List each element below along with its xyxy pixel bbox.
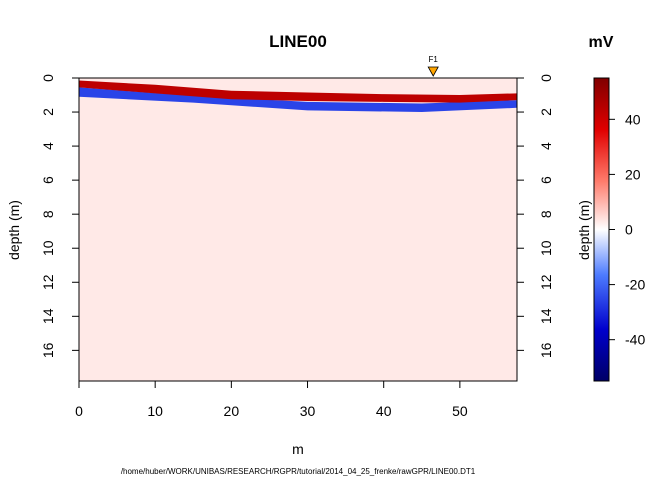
y-tick-label: 8	[40, 210, 56, 218]
y-tick-label: 0	[538, 74, 554, 82]
y-axis-left: 0 2 4 6 8 10 12 14 16	[40, 74, 80, 358]
y-tick-label: 0	[40, 74, 56, 82]
y-tick-label: 10	[538, 240, 554, 256]
y-tick-label: 4	[40, 142, 56, 150]
y-tick-label: 2	[40, 108, 56, 116]
y-tick-label: 12	[538, 274, 554, 290]
x-axis-label: m	[292, 441, 304, 457]
y-tick-label: 16	[40, 342, 56, 358]
colorbar-ticks: -40 -20 0 20 40	[609, 111, 645, 348]
y-tick-label: 14	[538, 308, 554, 324]
colorbar-tick-label: -20	[625, 277, 645, 293]
x-tick-label: 30	[300, 403, 316, 419]
y-tick-label: 12	[40, 274, 56, 290]
source-file-path: /home/huber/WORK/UNIBAS/RESEARCH/RGPR/tu…	[121, 467, 476, 476]
radargram-image	[79, 78, 517, 381]
y-tick-label: 2	[538, 108, 554, 116]
background-amplitude	[79, 78, 517, 381]
x-axis: 0 10 20 30 40 50	[75, 380, 468, 419]
chart-title: LINE00	[269, 32, 327, 51]
fiducial-marker	[427, 66, 439, 77]
y-tick-label: 8	[538, 210, 554, 218]
colorbar-tick-label: 40	[625, 111, 641, 127]
y-tick-label: 6	[538, 176, 554, 184]
x-tick-label: 50	[452, 403, 468, 419]
fiducial-markers: F1	[427, 55, 439, 77]
x-tick-label: 10	[147, 403, 163, 419]
colorbar-tick-label: 0	[625, 222, 633, 238]
x-tick-label: 20	[224, 403, 240, 419]
y-axis-label: depth (m)	[6, 200, 22, 260]
surface-reflection-band	[79, 80, 517, 103]
y-tick-label: 6	[40, 176, 56, 184]
y-tick-label: 14	[40, 308, 56, 324]
x-tick-label: 0	[75, 403, 83, 419]
colorbar-tick-label: -40	[625, 332, 645, 348]
negative-reflection-band	[79, 87, 517, 113]
colorbar-tick-label: 20	[625, 166, 641, 182]
x-tick-label: 40	[376, 403, 392, 419]
colorbar	[593, 77, 610, 382]
colorbar-axis-label: depth (m)	[576, 200, 592, 260]
colorbar-unit: mV	[589, 34, 614, 51]
y-axis-right: 0 2 4 6 8 10 12 14 16	[516, 74, 554, 358]
y-tick-label: 4	[538, 142, 554, 150]
y-tick-label: 16	[538, 342, 554, 358]
y-tick-label: 10	[40, 240, 56, 256]
fiducial-label: F1	[429, 55, 439, 64]
